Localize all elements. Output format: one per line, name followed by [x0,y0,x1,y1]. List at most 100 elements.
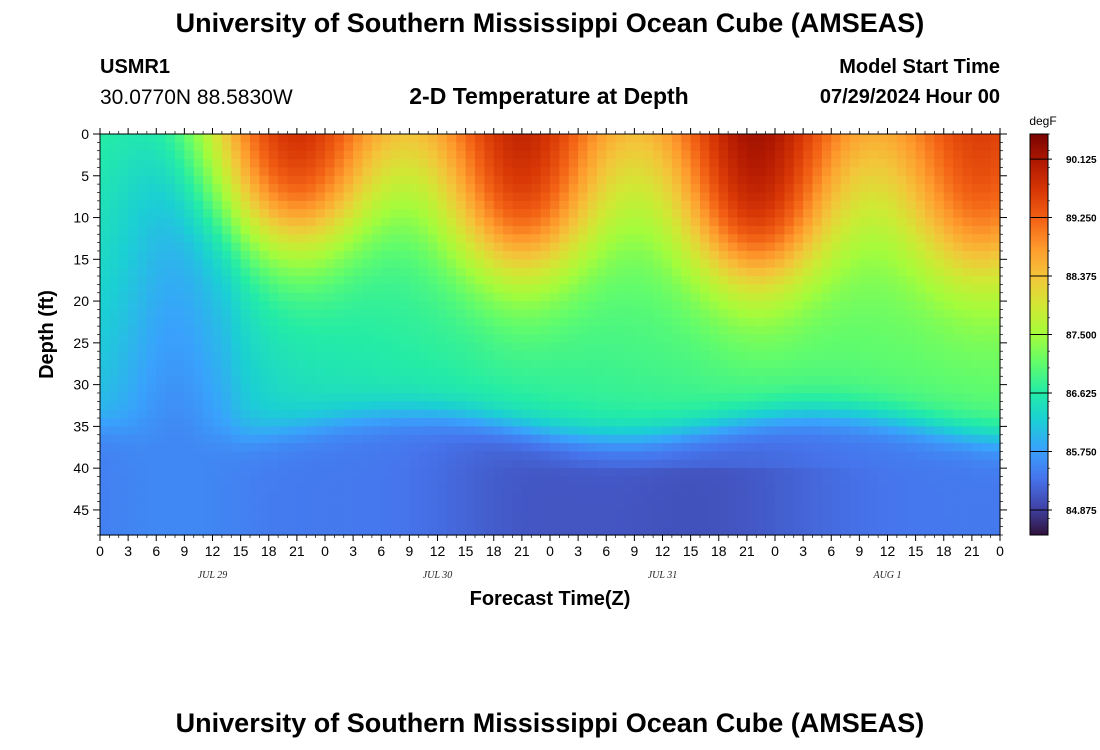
heatmap-cell [484,225,495,235]
heatmap-cell [231,250,242,260]
heatmap-cell [793,493,804,503]
heatmap-cell [925,418,935,427]
heatmap-cell [953,234,964,244]
heatmap-cell [259,367,270,377]
heatmap-cell [165,351,176,361]
heatmap-cell [671,142,682,152]
heatmap-cell [550,184,560,194]
heatmap-cell [193,526,204,536]
heatmap-cell [868,501,879,511]
colorbar: 84.87585.75086.62587.50088.37589.25090.1… [1029,133,1097,536]
heatmap-cell [184,401,195,411]
heatmap-cell [943,351,954,361]
heatmap-cell [306,426,317,436]
heatmap-cell [428,451,439,461]
heatmap-cell [100,326,110,336]
heatmap-cell [784,217,795,227]
heatmap-cell [212,284,223,294]
heatmap-cell [315,326,326,336]
heatmap-cell [137,342,148,352]
heatmap-cell [240,167,251,177]
heatmap-cell [943,476,954,486]
heatmap-cell [306,267,317,277]
heatmap-cell [878,150,889,160]
heatmap-cell [231,392,242,402]
heatmap-cell [896,451,907,461]
heatmap-cell [915,468,926,478]
heatmap-cell [737,159,748,169]
heatmap-cell [456,342,467,352]
heatmap-cell [512,409,523,419]
heatmap-cell [315,459,326,469]
heatmap-cell [840,367,851,377]
heatmap-cell [503,351,514,361]
heatmap-cell [990,159,1001,169]
heatmap-cell [128,167,139,177]
heatmap-cell [100,451,110,461]
heatmap-cell [953,200,964,210]
heatmap-cell [784,167,795,177]
heatmap-cell [578,159,589,169]
heatmap-cell [784,134,795,143]
heatmap-cell [428,459,439,469]
heatmap-cell [934,317,945,327]
heatmap-cell [221,217,232,227]
heatmap-cell [465,509,476,519]
heatmap-cell [446,443,457,453]
heatmap-cell [906,351,917,361]
y-tick-label: 15 [73,251,89,267]
heatmap-cell [990,518,1001,528]
heatmap-cell [990,276,1001,285]
heatmap-cell [315,501,326,511]
heatmap-cell [306,501,317,511]
heatmap-cell [268,184,279,194]
heatmap-cell [221,493,232,503]
heatmap-cell [296,509,307,519]
heatmap-cell [146,518,157,528]
heatmap-cell [831,493,842,503]
heatmap-cell [925,451,935,461]
heatmap-cell [250,434,260,444]
heatmap-cell [371,418,382,427]
heatmap-cell [840,192,851,202]
heatmap-cell [587,392,598,402]
heatmap-cell [484,292,495,302]
heatmap-cell [296,242,307,252]
heatmap-cell [568,217,579,227]
heatmap-cell [878,376,889,386]
heatmap-cell [193,484,204,494]
heatmap-cell [840,309,851,319]
heatmap-cell [793,418,804,427]
heatmap-cell [465,526,476,536]
heatmap-cell [981,342,992,352]
heatmap-cell [943,501,954,511]
heatmap-cell [418,443,429,453]
heatmap-cell [521,259,532,269]
heatmap-cell [268,426,279,436]
heatmap-cell [746,351,757,361]
heatmap-cell [681,359,692,369]
heatmap-cell [925,342,935,352]
heatmap-cell [643,284,654,294]
heatmap-cell [690,259,701,269]
heatmap-cell [446,234,457,244]
heatmap-cell [681,250,692,260]
heatmap-cell [962,167,973,177]
heatmap-cell [596,159,607,169]
heatmap-cell [700,250,710,260]
heatmap-cell [371,359,382,369]
heatmap-cell [512,301,523,311]
heatmap-cell [709,301,720,311]
heatmap-cell [971,376,982,386]
heatmap-cell [409,443,420,453]
heatmap-cell [221,192,232,202]
heatmap-cell [306,459,317,469]
heatmap-cell [484,459,495,469]
heatmap-cell [756,284,767,294]
heatmap-cell [925,359,935,369]
heatmap-cell [315,451,326,461]
heatmap-cell [634,434,645,444]
heatmap-cell [240,359,251,369]
heatmap-cell [175,326,185,336]
heatmap-cell [578,434,589,444]
